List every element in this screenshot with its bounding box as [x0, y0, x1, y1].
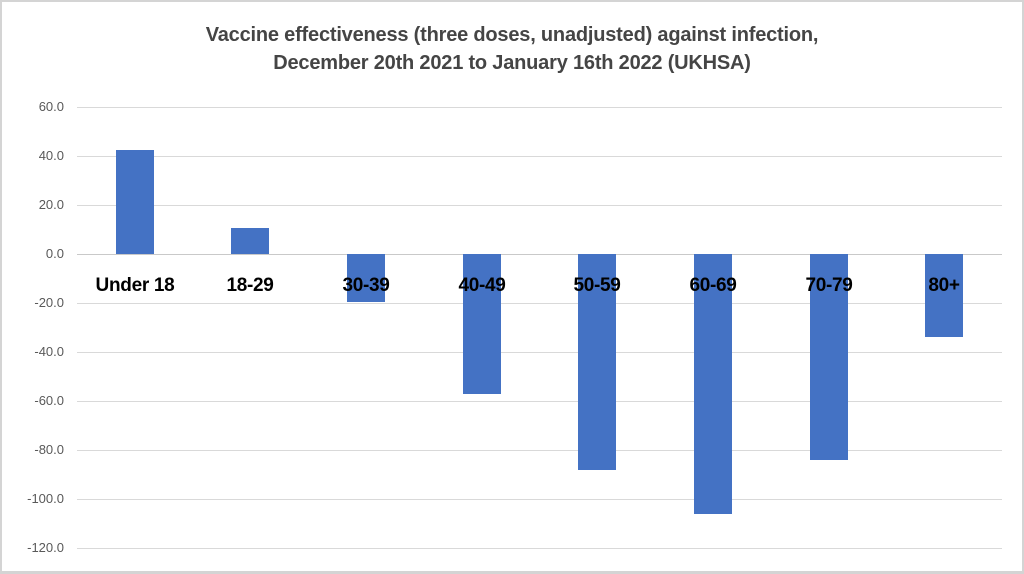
- bar-40-49: [463, 254, 501, 394]
- gridline: [77, 548, 1002, 549]
- bar-18-29: [231, 228, 269, 254]
- bar-under-18: [116, 150, 154, 254]
- x-category-label: 18-29: [226, 275, 274, 296]
- chart-title-line1: Vaccine effectiveness (three doses, unad…: [205, 24, 819, 46]
- x-category-label: Under 18: [95, 275, 175, 296]
- y-axis-tick-label: 0.0: [45, 246, 64, 261]
- y-axis-tick-label: 60.0: [38, 99, 64, 114]
- gridline: [77, 156, 1002, 157]
- gridline: [77, 352, 1002, 353]
- bar-30-39: [347, 254, 385, 302]
- y-axis-tick-label: -20.0: [34, 295, 64, 310]
- bar-80+: [925, 254, 963, 337]
- gridline: [77, 303, 1002, 304]
- gridline: [77, 499, 1002, 500]
- gridline: [77, 205, 1002, 206]
- x-category-label: 70-79: [805, 275, 853, 296]
- y-axis-tick-label: -100.0: [27, 491, 64, 506]
- gridline: [77, 450, 1002, 451]
- gridline: [77, 401, 1002, 402]
- x-category-label: 40-49: [458, 275, 506, 296]
- bar-50-59: [578, 254, 616, 470]
- y-axis-tick-label: -60.0: [34, 393, 64, 408]
- gridline: [77, 107, 1002, 108]
- y-axis-tick-label: 40.0: [38, 148, 64, 163]
- x-category-label: 60-69: [689, 275, 737, 296]
- y-axis-tick-label: 20.0: [38, 197, 64, 212]
- bar-70-79: [810, 254, 848, 460]
- y-axis-tick-label: -120.0: [27, 540, 64, 555]
- y-axis-tick-label: -80.0: [34, 442, 64, 457]
- x-category-label: 80+: [928, 275, 960, 296]
- zero-gridline: [77, 254, 1002, 255]
- y-axis-tick-label: -40.0: [34, 344, 64, 359]
- x-category-label: 30-39: [342, 275, 390, 296]
- chart-title: Vaccine effectiveness (three doses, unad…: [2, 21, 1022, 77]
- x-category-label: 50-59: [573, 275, 621, 296]
- chart-title-line2: December 20th 2021 to January 16th 2022 …: [273, 52, 751, 74]
- bar-60-69: [694, 254, 732, 514]
